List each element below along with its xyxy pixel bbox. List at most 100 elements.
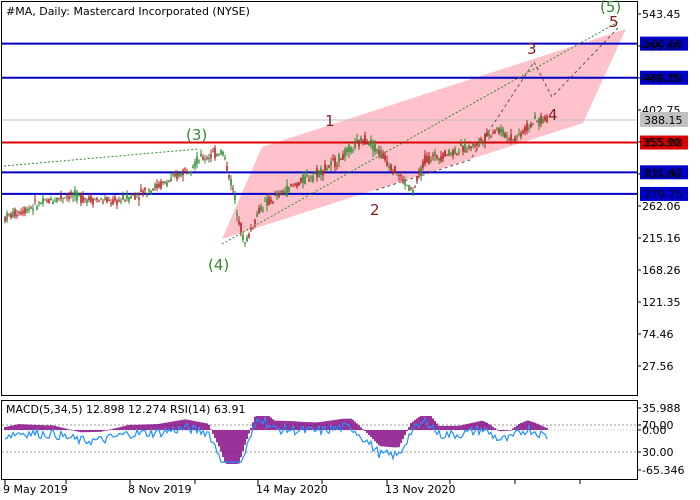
macd-bar [430, 416, 432, 430]
macd-bar [296, 421, 298, 430]
candle-body [100, 197, 102, 199]
macd-bar [152, 424, 154, 430]
macd-bar [210, 429, 212, 430]
candle-body [166, 182, 168, 186]
macd-bar [134, 424, 136, 430]
macd-bar [246, 430, 248, 439]
candle-body [544, 116, 546, 121]
candle-body [106, 196, 108, 203]
candle-body [344, 149, 346, 158]
candle-body [30, 207, 32, 209]
candle-body [484, 133, 486, 143]
candle-body [424, 154, 426, 165]
macd-bar [418, 416, 420, 430]
candle-body [140, 189, 142, 192]
macd-bar [380, 430, 382, 447]
macd-bar [198, 421, 200, 430]
candle-body [312, 175, 314, 182]
candle-body [428, 155, 430, 165]
candle-body [162, 181, 164, 183]
candle-body [210, 154, 212, 158]
candle-body [468, 144, 470, 149]
candle-body [368, 143, 370, 146]
macd-bar [402, 430, 404, 440]
candle-body [152, 189, 154, 191]
macd-bar [400, 430, 402, 444]
candle-body [500, 128, 502, 133]
macd-bar [52, 425, 54, 430]
macd-bar [126, 425, 128, 430]
macd-bar [4, 427, 6, 430]
candle-body [390, 164, 392, 171]
candle-body [380, 150, 382, 159]
macd-bar [202, 422, 204, 430]
wave-label-1: 1 [325, 112, 335, 130]
candle-body [302, 174, 304, 183]
candle-body [230, 179, 232, 186]
macd-bar [374, 430, 376, 442]
macd-bar [520, 423, 522, 430]
indicator-label: MACD(5,34,5) 12.898 12.274 RSI(14) 63.91 [6, 403, 245, 416]
candle-body [248, 233, 250, 238]
macd-bar [218, 430, 220, 447]
macd-bar [406, 430, 408, 432]
candle-body [262, 209, 264, 211]
candle-body [108, 199, 110, 201]
macd-bar [140, 424, 142, 430]
macd-bar [482, 420, 484, 430]
candle-body [26, 209, 28, 212]
macd-bar [32, 424, 34, 430]
candle-body [188, 172, 190, 174]
macd-bar [190, 420, 192, 430]
macd-bar [278, 420, 280, 430]
candle-body [204, 159, 206, 161]
candle-body [340, 159, 342, 161]
macd-bar [314, 422, 316, 430]
macd-bar [216, 430, 218, 443]
macd-bar [238, 430, 240, 464]
macd-bar [166, 422, 168, 430]
candle-body [356, 139, 358, 142]
wave-label-group: (3) (4) 1 2 3 4 5 (5) [186, 0, 621, 274]
candle-body [506, 134, 508, 137]
candle-body [138, 197, 140, 200]
macd-bar [490, 425, 492, 430]
candle-body [14, 209, 16, 217]
candle-body [258, 207, 260, 214]
macd-bar [146, 424, 148, 430]
channel-band [222, 29, 626, 239]
candle-body [384, 155, 386, 160]
candle-body [176, 173, 178, 180]
price-tick-label: 121.35 [642, 296, 681, 309]
macd-bar [168, 422, 170, 430]
macd-bar [294, 421, 296, 430]
candle-body [88, 196, 90, 201]
macd-bar [188, 419, 190, 430]
candle-body [382, 153, 384, 159]
candle-body [160, 181, 162, 189]
rsi-line [4, 416, 548, 463]
macd-bar [86, 430, 88, 433]
candle-body [542, 118, 544, 123]
macd-bar [228, 430, 230, 464]
candle-body [184, 168, 186, 170]
candle-body [410, 188, 412, 190]
macd-bar [208, 424, 210, 430]
macd-bar [444, 425, 446, 430]
candle-body [524, 126, 526, 132]
macd-bar [144, 424, 146, 430]
macd-bar [492, 426, 494, 430]
candle-body [252, 228, 254, 230]
macd-bar [130, 424, 132, 430]
price-tick-label: 215.16 [642, 232, 681, 245]
macd-bar [138, 424, 140, 430]
macd-bar [484, 421, 486, 430]
candle-body [116, 200, 118, 205]
macd-bar [486, 422, 488, 430]
candle-body [156, 184, 158, 189]
macd-bar [436, 423, 438, 430]
candle-body [412, 190, 414, 195]
candle-body [182, 170, 184, 176]
macd-bar [10, 425, 12, 430]
macd-bar [70, 429, 72, 431]
